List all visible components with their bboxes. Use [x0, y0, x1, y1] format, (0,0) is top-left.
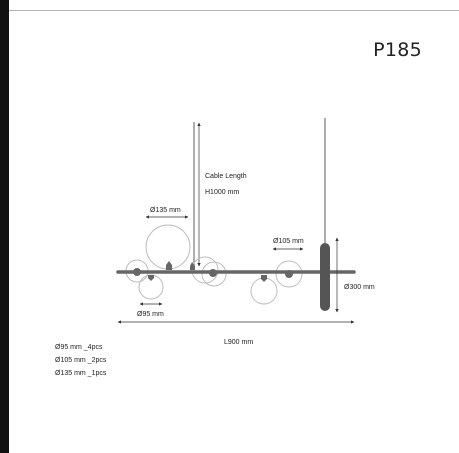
- left-edge-bar: [0, 0, 9, 453]
- socket-right: [285, 270, 293, 278]
- globe-95mm-right: [275, 260, 303, 288]
- globe-105mm-center-b: [201, 261, 227, 287]
- socket-up-center: [190, 262, 195, 270]
- cable-length-value-label: H1000 mm: [205, 189, 239, 196]
- dimension-105-label: Ø105 mm: [273, 238, 304, 245]
- vertical-cylinder: [320, 243, 330, 311]
- dimension-height-label: Ø300 mm: [344, 284, 375, 291]
- top-divider-line: [9, 10, 459, 11]
- cable-length-title-label: Cable Length: [205, 173, 247, 180]
- socket-down-right: [261, 275, 267, 282]
- dimension-length-label: L900 mm: [224, 339, 253, 346]
- dimension-95-label: Ø95 mm: [137, 311, 164, 318]
- socket-left: [133, 268, 141, 276]
- spec-line-95: Ø95 mm _4pcs: [55, 344, 103, 351]
- dimension-135-label: Ø135 mm: [150, 207, 181, 214]
- spec-line-135: Ø135 mm _1pcs: [55, 370, 107, 377]
- product-code-title: P185: [373, 39, 422, 61]
- spec-line-105: Ø105 mm _2pcs: [55, 357, 107, 364]
- socket-center: [209, 269, 217, 277]
- socket-down-left: [148, 275, 154, 281]
- socket-up-left: [166, 261, 172, 270]
